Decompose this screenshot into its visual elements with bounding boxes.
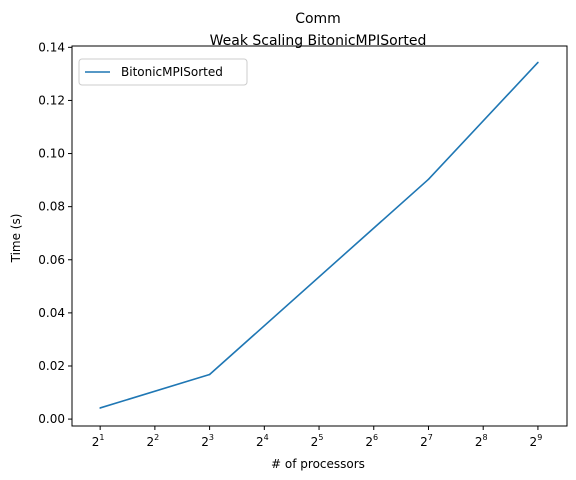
x-tick-base: 2 bbox=[92, 435, 100, 449]
x-tick-base: 2 bbox=[530, 435, 538, 449]
x-tick-base: 2 bbox=[256, 435, 264, 449]
x-tick-label: 26 bbox=[365, 433, 378, 449]
x-tick-label: 29 bbox=[530, 433, 543, 449]
series-layer bbox=[99, 61, 539, 409]
x-tick-label: 23 bbox=[201, 433, 214, 449]
x-tick-exponent: 2 bbox=[154, 433, 159, 442]
y-tick-label: 0.02 bbox=[38, 359, 65, 373]
y-axis-ticks: 0.00 0.02 0.04 0.06 0.08 0.10 0.12 0.14 bbox=[38, 40, 72, 426]
chart-title: Comm bbox=[295, 11, 341, 27]
x-tick-exponent: 7 bbox=[428, 433, 433, 442]
y-tick-label: 0.12 bbox=[38, 93, 65, 107]
chart-subtitle: Weak Scaling BitonicMPISorted bbox=[210, 33, 427, 49]
y-tick-label: 0.00 bbox=[38, 412, 65, 426]
x-tick-exponent: 4 bbox=[264, 433, 269, 442]
x-tick-base: 2 bbox=[201, 435, 209, 449]
x-tick-base: 2 bbox=[147, 435, 155, 449]
x-tick-exponent: 8 bbox=[482, 433, 487, 442]
y-tick-label: 0.06 bbox=[38, 253, 65, 267]
x-tick-base: 2 bbox=[311, 435, 319, 449]
x-axis-ticks: 21 22 23 24 25 26 27 28 29 bbox=[92, 426, 542, 449]
x-tick-label: 24 bbox=[256, 433, 269, 449]
x-axis-title: # of processors bbox=[271, 457, 365, 471]
x-tick-label: 21 bbox=[92, 433, 105, 449]
x-tick-label: 22 bbox=[147, 433, 160, 449]
x-tick-exponent: 1 bbox=[99, 433, 104, 442]
x-tick-exponent: 9 bbox=[537, 433, 542, 442]
data-point bbox=[208, 373, 211, 376]
x-tick-base: 2 bbox=[475, 435, 483, 449]
y-axis-title: Time (s) bbox=[9, 214, 23, 264]
y-tick-label: 0.10 bbox=[38, 147, 65, 161]
x-tick-exponent: 5 bbox=[318, 433, 323, 442]
legend-box bbox=[78, 58, 248, 86]
x-tick-label: 27 bbox=[420, 433, 433, 449]
data-point bbox=[427, 178, 430, 181]
x-tick-base: 2 bbox=[365, 435, 373, 449]
data-point bbox=[99, 407, 101, 409]
series-line bbox=[99, 61, 539, 409]
legend-label: BitonicMPISorted bbox=[121, 65, 223, 79]
x-tick-exponent: 3 bbox=[209, 433, 214, 442]
y-tick-label: 0.14 bbox=[38, 40, 65, 54]
legend: BitonicMPISorted bbox=[78, 58, 248, 86]
x-tick-exponent: 6 bbox=[373, 433, 378, 442]
y-tick-label: 0.08 bbox=[38, 200, 65, 214]
x-tick-label: 28 bbox=[475, 433, 488, 449]
y-tick-label: 0.04 bbox=[38, 306, 65, 320]
plot-frame bbox=[71, 45, 568, 427]
x-tick-label: 25 bbox=[311, 433, 324, 449]
x-tick-base: 2 bbox=[420, 435, 428, 449]
data-point bbox=[537, 61, 539, 64]
